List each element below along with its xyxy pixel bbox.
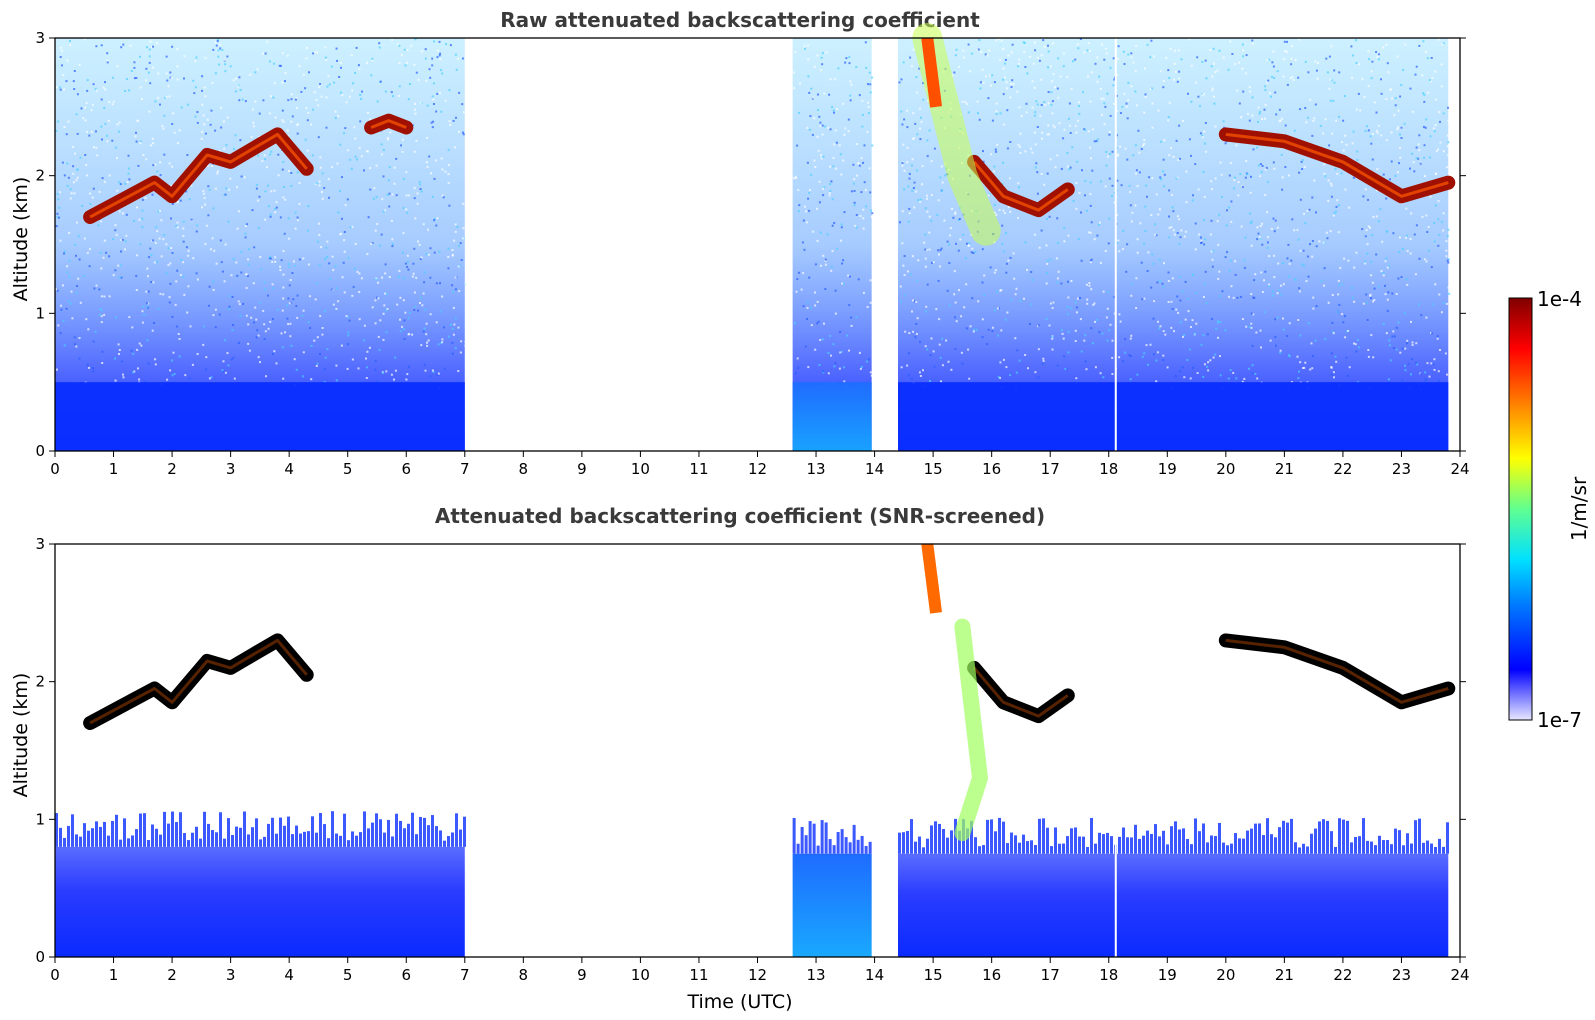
x-tick-label-22: 22	[1333, 966, 1352, 984]
x-tick-label-20: 20	[1216, 966, 1235, 984]
x-tick-label-19: 19	[1158, 966, 1177, 984]
x-tick-label-16: 16	[982, 460, 1001, 478]
y-tick-label-2: 2	[35, 167, 45, 185]
colorbar-unit-label: 1/m/sr	[1567, 476, 1591, 541]
x-tick-label-7: 7	[460, 966, 470, 984]
x-tick-label-11: 11	[689, 966, 708, 984]
x-tick-label-18: 18	[1099, 966, 1118, 984]
ground-band-0	[55, 382, 465, 451]
x-tick-label-14: 14	[865, 460, 884, 478]
y-tick-label-1: 1	[35, 304, 45, 322]
x-tick-label-12: 12	[748, 460, 767, 478]
x-tick-label-21: 21	[1275, 460, 1294, 478]
x-tick-label-13: 13	[806, 966, 825, 984]
x-tick-label-3: 3	[226, 966, 236, 984]
x-tick-label-2: 2	[167, 966, 177, 984]
boundary-layer-1	[792, 853, 872, 957]
boundary-layer-2	[898, 853, 1449, 957]
x-tick-label-23: 23	[1392, 966, 1411, 984]
x-tick-label-0: 0	[50, 966, 60, 984]
x-tick-label-24: 24	[1450, 966, 1469, 984]
x-tick-label-15: 15	[924, 460, 943, 478]
x-tick-label-1: 1	[109, 966, 119, 984]
panel-1-plot-area	[55, 23, 1456, 451]
panel-2-plot-area	[55, 543, 1456, 957]
ground-band-2	[898, 382, 1449, 451]
x-tick-label-11: 11	[689, 460, 708, 478]
panel-2-title: Attenuated backscattering coefficient (S…	[435, 504, 1045, 528]
x-tick-label-18: 18	[1099, 460, 1118, 478]
y-tick-label-1: 1	[35, 810, 45, 828]
panel-2-ylabel: Altitude (km)	[10, 673, 32, 798]
x-tick-label-6: 6	[401, 460, 411, 478]
y-tick-label-0: 0	[35, 948, 45, 966]
x-tick-label-20: 20	[1216, 460, 1235, 478]
colorbar-gradient	[1508, 297, 1533, 721]
x-tick-label-0: 0	[50, 460, 60, 478]
plume-core	[921, 37, 943, 108]
snr-screened-panel: Attenuated backscattering coefficient (S…	[10, 504, 1470, 1013]
colorbar-max-label: 1e-4	[1537, 287, 1582, 311]
x-tick-label-4: 4	[284, 966, 294, 984]
panel-1-axes: 0 1 2 3 4 5 6 7 8 9 10 11 12 13 14 15 16 17 18 19 20 21 22 23 24…	[35, 29, 1469, 478]
y-tick-label-0: 0	[35, 442, 45, 460]
x-tick-label-21: 21	[1275, 966, 1294, 984]
x-tick-label-9: 9	[577, 966, 587, 984]
x-tick-label-3: 3	[226, 460, 236, 478]
x-tick-label-19: 19	[1158, 460, 1177, 478]
y-tick-label-2: 2	[35, 673, 45, 691]
cloud-layer-0	[83, 633, 314, 730]
cloud-layer-2	[1218, 633, 1456, 710]
x-tick-label-24: 24	[1450, 460, 1469, 478]
x-tick-label-8: 8	[519, 966, 529, 984]
x-tick-label-17: 17	[1041, 460, 1060, 478]
boundary-layer-0	[55, 846, 465, 957]
x-tick-label-4: 4	[284, 460, 294, 478]
x-tick-label-17: 17	[1041, 966, 1060, 984]
colorbar: 1e-4 1e-7 1/m/sr	[1508, 287, 1591, 732]
plume	[954, 618, 989, 842]
colorbar-min-label: 1e-7	[1537, 708, 1582, 732]
x-tick-label-10: 10	[631, 460, 650, 478]
ground-band-1	[792, 382, 872, 451]
x-tick-label-6: 6	[401, 966, 411, 984]
panel-1-ylabel: Altitude (km)	[10, 177, 32, 302]
panel-1-title: Raw attenuated backscattering coefficien…	[500, 8, 980, 32]
x-tick-label-16: 16	[982, 966, 1001, 984]
x-tick-label-13: 13	[806, 460, 825, 478]
plume-core	[921, 543, 943, 614]
x-tick-label-5: 5	[343, 966, 353, 984]
x-tick-label-8: 8	[519, 460, 529, 478]
y-tick-label-3: 3	[35, 535, 45, 553]
x-tick-label-23: 23	[1392, 460, 1411, 478]
x-tick-label-5: 5	[343, 460, 353, 478]
x-tick-label-14: 14	[865, 966, 884, 984]
panel-2-axes: 0 1 2 3 4 5 6 7 8 9 10 11 12 13 14 15 16 17 18 19 20 21 22 23 24…	[35, 535, 1469, 984]
x-tick-label-10: 10	[631, 966, 650, 984]
panel-2-xlabel: Time (UTC)	[686, 991, 792, 1013]
x-tick-label-12: 12	[748, 966, 767, 984]
y-tick-label-3: 3	[35, 29, 45, 47]
x-tick-label-2: 2	[167, 460, 177, 478]
x-tick-label-7: 7	[460, 460, 470, 478]
raw-backscatter-panel: Raw attenuated backscattering coefficien…	[10, 8, 1470, 478]
x-tick-label-1: 1	[109, 460, 119, 478]
x-tick-label-9: 9	[577, 460, 587, 478]
x-tick-label-22: 22	[1333, 460, 1352, 478]
x-tick-label-15: 15	[924, 966, 943, 984]
